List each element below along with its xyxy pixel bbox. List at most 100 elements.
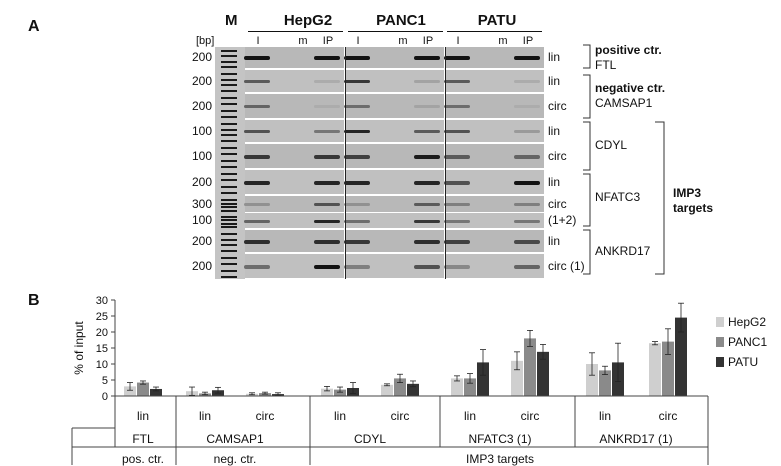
group-title-negative: negative ctr.	[595, 81, 666, 95]
gel-row-label: circ (1)	[548, 258, 585, 273]
ladder-band	[221, 50, 237, 52]
bp-label: 100	[191, 123, 212, 138]
gel-row-label: (1+2)	[548, 213, 577, 227]
bracket-ankrd17	[583, 229, 591, 275]
bar	[464, 378, 476, 396]
gel-band	[444, 239, 470, 244]
cat-subtype-label: lin	[463, 409, 476, 423]
header-patu: PATU	[477, 12, 517, 29]
y-tick-label: 0	[102, 391, 108, 403]
gel-panel	[445, 70, 544, 92]
y-axis-label: % of input	[72, 321, 86, 375]
cat-subtype-label: lin	[333, 409, 346, 423]
group-title-positive: positive ctr.	[595, 43, 662, 57]
header-underline-patu	[447, 31, 542, 32]
gel-band	[344, 203, 370, 206]
gel-band	[414, 130, 440, 133]
bar	[649, 343, 661, 396]
ladder-band	[221, 60, 237, 63]
ladder-band	[221, 263, 237, 266]
gel-band	[314, 56, 340, 60]
bar	[451, 378, 463, 396]
gel-row-label: lin	[548, 50, 561, 64]
gel-band	[344, 56, 370, 60]
gel-band	[344, 264, 370, 269]
gel-panel	[245, 70, 344, 92]
bracket-ftl	[583, 44, 591, 69]
gel-band	[314, 264, 340, 269]
cat-gene-label: FTL	[132, 432, 154, 446]
bp-label: 100	[191, 148, 212, 163]
gel-band	[444, 105, 470, 108]
gel-band	[244, 105, 270, 108]
ladder-band	[221, 97, 237, 99]
bp-label: 200	[191, 258, 212, 273]
gel-band	[514, 130, 540, 133]
cat-group-label: pos. ctr.	[121, 452, 165, 466]
bp-unit-label: [bp]	[196, 35, 215, 47]
cat-gene-label: ANKRD17 (1)	[599, 432, 673, 446]
gel-panel	[345, 120, 444, 142]
cat-subtype-label: lin	[598, 409, 611, 423]
ladder-band	[221, 173, 237, 175]
ladder-band	[221, 257, 237, 259]
gel-band	[314, 219, 340, 223]
bar	[599, 370, 611, 396]
gel-band	[314, 80, 340, 83]
gel-band	[414, 203, 440, 206]
cat-subtype-label: circ	[255, 409, 275, 423]
group-name-ankrd17: ANKRD17	[595, 244, 651, 258]
gel-band	[244, 264, 270, 269]
gel-band	[314, 130, 340, 133]
gel-band	[514, 56, 540, 60]
gel-band	[314, 239, 340, 244]
gel-row-label: circ	[548, 148, 567, 163]
cat-subtype-label: circ	[658, 409, 678, 423]
gel-band	[314, 203, 340, 206]
y-tick-label: 25	[96, 311, 108, 323]
y-tick-label: 5	[102, 375, 108, 387]
ladder-band	[221, 123, 237, 125]
ladder-band	[221, 222, 237, 225]
ladder-band	[221, 109, 237, 112]
ladder-band	[221, 153, 237, 156]
gel-divider	[445, 47, 446, 279]
gel-panel	[245, 120, 344, 142]
gel-panel	[445, 213, 544, 228]
ladder-band	[221, 199, 237, 201]
ladder-band	[221, 66, 237, 68]
gel-band	[514, 154, 540, 159]
group-name-ftl: FTL	[595, 58, 617, 72]
ladder-band	[221, 128, 237, 131]
bar	[321, 388, 333, 396]
bracket-imp3-targets	[655, 121, 665, 275]
bracket-nfatc3	[583, 173, 591, 227]
ladder-band	[221, 140, 237, 142]
gel-panel	[445, 47, 544, 68]
gel-band	[344, 105, 370, 108]
ladder-band	[221, 226, 237, 228]
gel-band	[244, 239, 270, 244]
gel-band	[444, 154, 470, 159]
ladder-band	[221, 233, 237, 235]
lane-label-hepg2-1: I	[256, 35, 260, 47]
bar	[334, 389, 346, 396]
gel-band	[244, 130, 270, 133]
bar	[662, 341, 674, 396]
bp-label: 200	[191, 73, 212, 88]
gel-band	[244, 80, 270, 83]
gel-panel	[345, 47, 444, 68]
ladder-band	[221, 210, 237, 212]
legend-label-patu: PATU	[728, 355, 759, 369]
gel-panel	[345, 196, 444, 212]
gel-panel	[245, 47, 344, 68]
gel-row-label: circ	[548, 98, 567, 113]
bar	[259, 393, 271, 396]
gel-band	[344, 154, 370, 159]
header-underline-panc1	[348, 31, 443, 32]
gel-band	[344, 219, 370, 223]
gel-band	[514, 239, 540, 244]
header-hepg2: HepG2	[283, 12, 333, 29]
ladder-band	[221, 202, 237, 205]
gel-band	[414, 239, 440, 244]
